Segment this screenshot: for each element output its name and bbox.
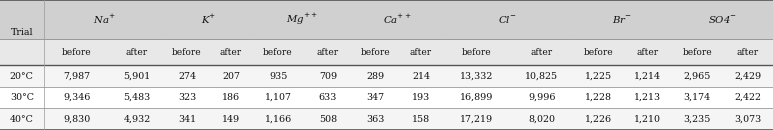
Text: 158: 158	[412, 115, 430, 124]
Text: 40°C: 40°C	[10, 115, 34, 124]
Text: 323: 323	[178, 93, 196, 102]
Text: after: after	[410, 48, 432, 57]
Text: before: before	[361, 48, 390, 57]
Text: 363: 363	[366, 115, 385, 124]
Text: 1,213: 1,213	[634, 93, 662, 102]
Text: before: before	[584, 48, 613, 57]
Text: Ca$^{++}$: Ca$^{++}$	[383, 13, 412, 26]
Text: Na$^{+}$: Na$^{+}$	[93, 13, 115, 26]
Text: 709: 709	[319, 72, 337, 81]
Text: 2,965: 2,965	[683, 72, 711, 81]
Text: before: before	[683, 48, 712, 57]
Text: before: before	[462, 48, 492, 57]
Text: 17,219: 17,219	[460, 115, 493, 124]
Text: 9,996: 9,996	[528, 93, 555, 102]
Text: Cl$^{-}$: Cl$^{-}$	[499, 14, 517, 25]
Text: 633: 633	[318, 93, 337, 102]
Text: after: after	[737, 48, 759, 57]
Text: 1,214: 1,214	[635, 72, 661, 81]
Text: SO4$^{-}$: SO4$^{-}$	[708, 14, 737, 25]
Text: 2,429: 2,429	[734, 72, 761, 81]
Text: 9,346: 9,346	[63, 93, 90, 102]
Text: 13,332: 13,332	[460, 72, 493, 81]
Text: 1,228: 1,228	[585, 93, 612, 102]
Text: 10,825: 10,825	[525, 72, 558, 81]
Text: Trial: Trial	[11, 28, 33, 37]
Text: after: after	[317, 48, 339, 57]
Text: 149: 149	[222, 115, 240, 124]
Text: 4,932: 4,932	[124, 115, 151, 124]
Text: Mg$^{++}$: Mg$^{++}$	[286, 12, 318, 27]
Text: after: after	[126, 48, 148, 57]
Text: 347: 347	[366, 93, 385, 102]
Text: 3,073: 3,073	[734, 115, 761, 124]
Text: 5,483: 5,483	[124, 93, 151, 102]
Text: 1,226: 1,226	[585, 115, 612, 124]
Text: 341: 341	[178, 115, 196, 124]
Text: 2,422: 2,422	[734, 93, 761, 102]
Text: before: before	[264, 48, 293, 57]
Text: 1,166: 1,166	[264, 115, 291, 124]
Text: before: before	[62, 48, 91, 57]
Text: 1,107: 1,107	[264, 93, 291, 102]
Text: 935: 935	[269, 72, 288, 81]
Text: 16,899: 16,899	[460, 93, 493, 102]
Text: 20°C: 20°C	[10, 72, 34, 81]
Text: 3,235: 3,235	[683, 115, 711, 124]
Text: 3,174: 3,174	[683, 93, 711, 102]
Text: 1,225: 1,225	[585, 72, 612, 81]
Text: 7,987: 7,987	[63, 72, 90, 81]
Text: 193: 193	[412, 93, 430, 102]
Text: 5,901: 5,901	[124, 72, 151, 81]
Text: 289: 289	[366, 72, 385, 81]
Text: after: after	[220, 48, 242, 57]
Text: 30°C: 30°C	[10, 93, 34, 102]
Text: before: before	[172, 48, 202, 57]
Text: after: after	[530, 48, 553, 57]
Text: after: after	[637, 48, 659, 57]
Text: 207: 207	[222, 72, 240, 81]
Text: 186: 186	[222, 93, 240, 102]
Text: 1,210: 1,210	[635, 115, 661, 124]
Text: 9,830: 9,830	[63, 115, 90, 124]
Text: 214: 214	[412, 72, 430, 81]
Text: Br$^{-}$: Br$^{-}$	[612, 14, 632, 25]
Text: 8,020: 8,020	[528, 115, 555, 124]
Text: 508: 508	[319, 115, 337, 124]
Text: K$^{+}$: K$^{+}$	[201, 13, 216, 26]
Text: 274: 274	[178, 72, 196, 81]
